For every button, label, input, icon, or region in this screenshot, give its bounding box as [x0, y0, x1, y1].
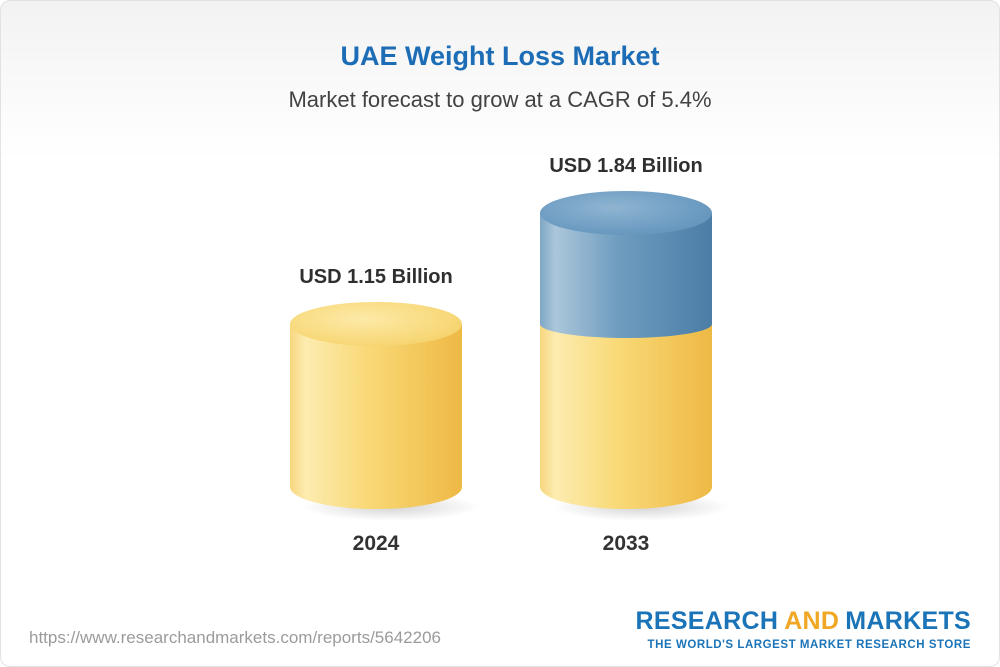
chart-subtitle: Market forecast to grow at a CAGR of 5.4…	[288, 87, 712, 112]
bar-2024-body	[290, 324, 462, 509]
bar-2033-top-cap	[540, 191, 712, 235]
bar-2033-value-label: USD 1.84 Billion	[549, 155, 703, 177]
bar-2024-cylinder	[290, 302, 480, 521]
brand-logo-research-text: RESEARCH	[635, 607, 779, 635]
brand-logo: RESEARCH AND MARKETS THE WORLD'S LARGEST M…	[636, 609, 972, 652]
bar-2033: USD 1.84 Billion 2033	[540, 155, 730, 555]
bar-2024-base-segment	[290, 324, 462, 509]
brand-logo-markets-text: MARKETS	[845, 607, 971, 635]
report-url-link[interactable]: https://www.researchandmarkets.com/repor…	[29, 628, 441, 647]
bar-2024-value-label: USD 1.15 Billion	[299, 266, 453, 288]
brand-logo-and-text: AND	[784, 607, 840, 635]
chart-header: UAE Weight Loss Market Market forecast t…	[1, 41, 999, 113]
bar-2024: USD 1.15 Billion 2024	[290, 266, 480, 555]
bar-2033-category-label: 2033	[602, 532, 650, 555]
bar-2024-category-label: 2024	[352, 532, 400, 555]
brand-tagline: THE WORLD'S LARGEST MARKET RESEARCH STOR…	[647, 639, 971, 651]
bar-2033-cylinder	[540, 191, 730, 521]
chart-title: UAE Weight Loss Market	[340, 41, 660, 71]
bar-2033-body	[540, 213, 712, 509]
bar-2024-top-cap	[290, 302, 462, 346]
brand-logo-wordmark: RESEARCH AND MARKETS	[636, 609, 972, 634]
